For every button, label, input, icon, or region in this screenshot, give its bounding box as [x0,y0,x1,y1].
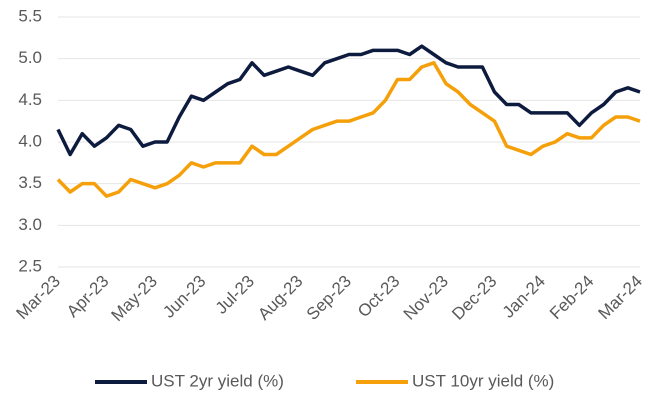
x-tick-label: Apr-23 [63,272,113,322]
x-tick-label: Sep-23 [303,272,355,324]
x-tick-label: Jun-23 [159,272,209,322]
x-tick-label: Mar-23 [12,272,64,324]
x-tick-label: Aug-23 [254,272,306,324]
y-tick-label: 3.5 [18,173,42,192]
y-tick-label: 3.0 [18,215,42,234]
y-tick-label: 4.0 [18,131,42,150]
x-tick-label: May-23 [107,272,161,326]
x-tick-label: Jul-23 [212,272,258,318]
x-tick-label: Feb-24 [546,272,598,324]
legend-label: UST 2yr yield (%) [151,371,284,390]
y-tick-label: 4.5 [18,90,42,109]
x-tick-label: Dec-23 [448,272,500,324]
y-tick-label: 5.0 [18,48,42,67]
y-tick-label: 2.5 [18,256,42,275]
series-line [56,44,641,157]
legend-label: UST 10yr yield (%) [412,371,554,390]
x-tick-label: Jan-24 [499,272,549,322]
series-line [56,61,641,198]
x-tick-label: Nov-23 [400,272,452,324]
x-tick-label: Mar-24 [594,272,646,324]
y-tick-label: 5.5 [18,6,42,25]
x-tick-label: Oct-23 [354,272,404,322]
